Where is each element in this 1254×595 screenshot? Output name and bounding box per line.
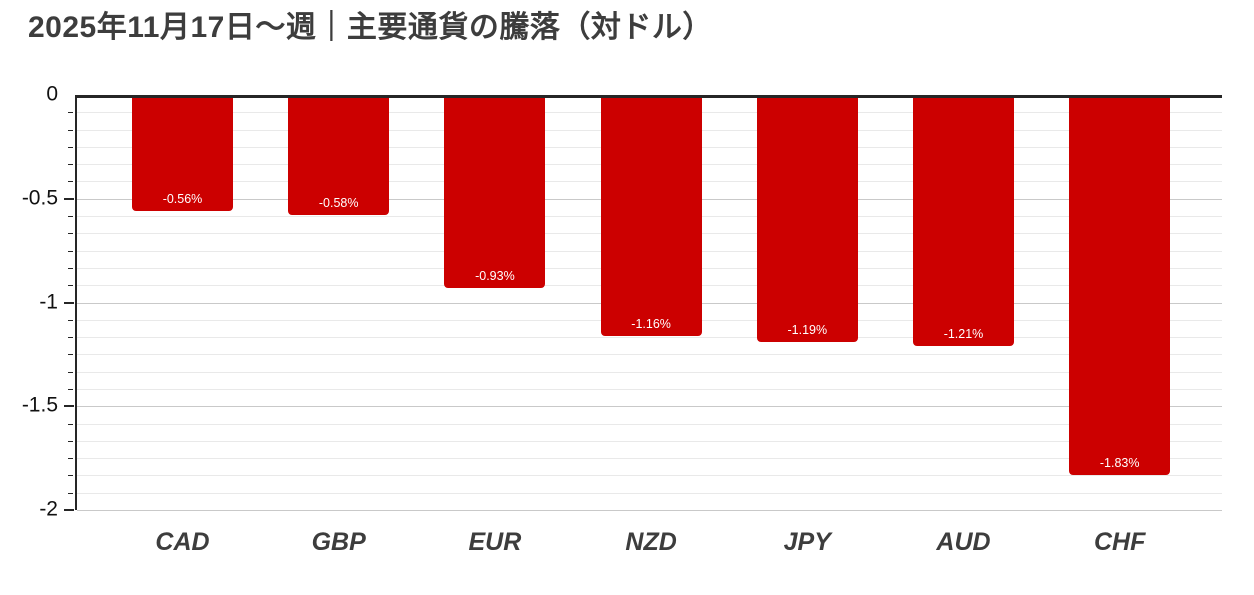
minor-tick (68, 233, 73, 235)
bar-value-label: -0.56% (162, 192, 203, 207)
minor-tick (68, 216, 73, 218)
x-axis-label-JPY: JPY (783, 528, 831, 556)
minor-tick (68, 285, 73, 287)
minor-tick (68, 250, 73, 252)
minor-gridline (77, 371, 1222, 373)
bar-value-label: -1.83% (1099, 455, 1140, 470)
minor-tick (68, 492, 73, 494)
minor-tick (68, 112, 73, 114)
x-axis-label-EUR: EUR (468, 528, 522, 556)
minor-tick (68, 440, 73, 442)
bar-value-label: -1.16% (631, 316, 671, 331)
bar-value-label: -1.21% (943, 327, 984, 342)
minor-gridline (77, 388, 1222, 390)
major-tick (64, 301, 74, 304)
minor-tick (68, 388, 73, 390)
major-tick (64, 405, 74, 408)
major-tick (64, 197, 74, 200)
x-axis-label-CAD: CAD (155, 528, 210, 556)
x-axis-label-NZD: NZD (625, 528, 677, 556)
minor-tick (68, 267, 73, 269)
minor-tick (68, 181, 73, 183)
minor-gridline (77, 337, 1222, 339)
y-axis-tick-label: -0.5 (21, 186, 58, 210)
minor-tick (68, 371, 73, 373)
minor-tick (68, 146, 73, 148)
bar-JPY: -1.19% (756, 95, 858, 342)
minor-tick (68, 319, 73, 321)
bar-NZD: -1.16% (600, 95, 702, 336)
minor-gridline (77, 492, 1222, 494)
bar-value-label: -0.93% (475, 268, 515, 283)
bar-CAD: -0.56% (132, 95, 233, 212)
y-axis-tick-label: 0 (46, 82, 58, 106)
minor-gridline (77, 423, 1222, 425)
minor-gridline (77, 458, 1222, 460)
minor-tick (68, 458, 73, 460)
minor-tick (68, 164, 73, 166)
major-gridline (77, 510, 1222, 511)
minor-tick (68, 354, 73, 356)
minor-gridline (77, 475, 1222, 477)
minor-tick (68, 475, 73, 477)
minor-tick (68, 423, 73, 425)
major-tick (64, 509, 74, 511)
bar-AUD: -1.21% (913, 95, 1014, 347)
x-axis-label-GBP: GBP (311, 528, 366, 556)
minor-gridline (77, 440, 1222, 442)
chart-title: 2025年11月17日～週｜主要通貨の騰落（対ドル） (28, 11, 713, 44)
bar-GBP: -0.58% (288, 95, 390, 216)
x-axis-label-CHF: CHF (1093, 528, 1146, 556)
minor-tick (68, 337, 73, 339)
bar-value-label: -0.58% (318, 196, 359, 211)
bar-CHF: -1.83% (1069, 95, 1171, 475)
y-axis-tick-label: -1 (39, 290, 58, 314)
major-gridline (77, 406, 1222, 408)
x-axis-label-AUD: AUD (936, 528, 991, 556)
y-axis-tick-label: -2 (39, 497, 58, 521)
bar-EUR: -0.93% (444, 95, 546, 288)
minor-gridline (77, 354, 1222, 356)
bar-value-label: -1.19% (787, 322, 828, 337)
y-axis-tick-label: -1.5 (21, 393, 58, 417)
plot-area: 0 -0.5 -1 -1.5 -2 -0.56% -0.58% -0.93% -1.16% -1… (22, 83, 1222, 556)
minor-tick (68, 129, 73, 131)
zero-baseline (75, 95, 1222, 98)
